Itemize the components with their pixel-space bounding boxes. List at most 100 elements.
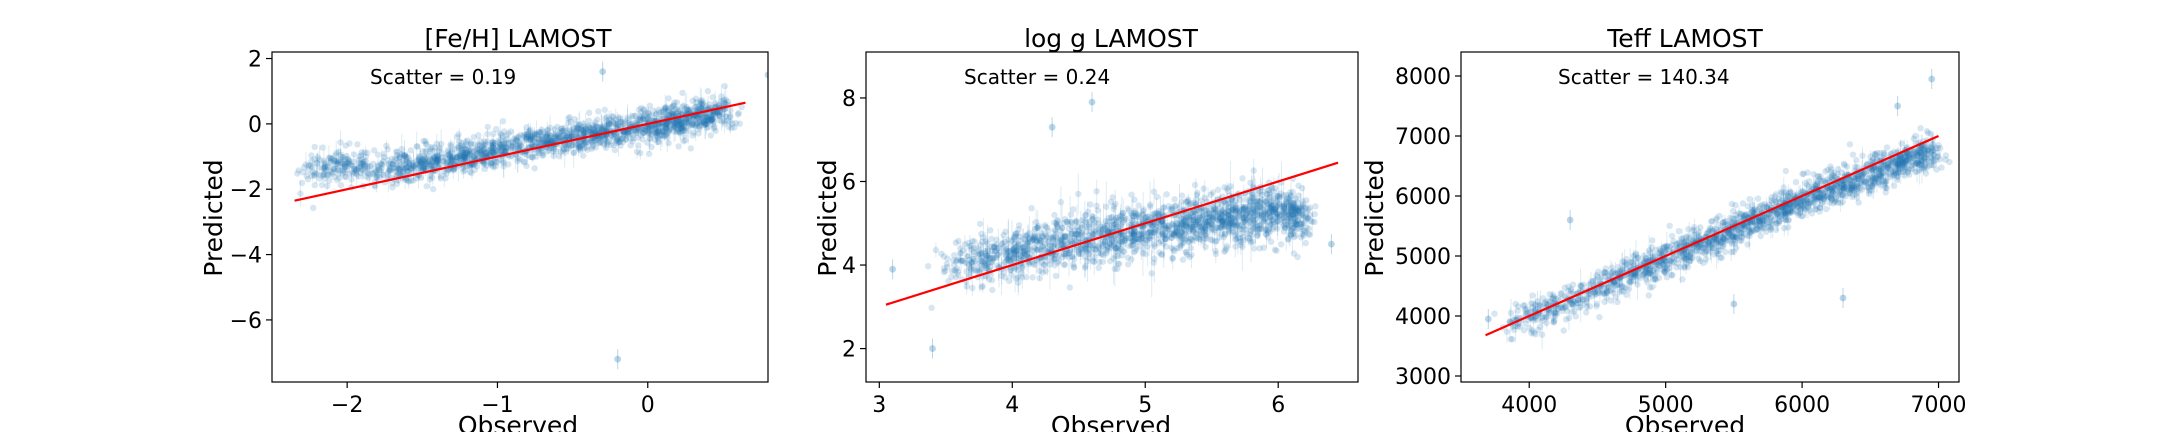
data-point <box>1123 235 1129 241</box>
data-point <box>978 255 984 261</box>
data-point <box>1030 274 1036 280</box>
data-point <box>395 159 401 165</box>
data-point <box>1141 233 1147 239</box>
data-point <box>1194 192 1200 198</box>
data-point <box>1016 222 1022 228</box>
data-point <box>571 150 577 156</box>
data-point <box>388 164 394 170</box>
data-point <box>1296 192 1302 198</box>
data-point <box>1251 245 1257 251</box>
x-tick-label: 4 <box>1005 393 1019 418</box>
data-point <box>925 263 931 269</box>
data-point <box>1300 210 1306 216</box>
data-point <box>1245 207 1251 213</box>
scatter-annotation: Scatter = 0.24 <box>964 65 1110 89</box>
data-point <box>310 205 316 211</box>
data-point <box>1164 191 1170 197</box>
data-point <box>641 107 647 113</box>
data-point <box>455 131 461 137</box>
data-point <box>1113 253 1119 259</box>
data-point <box>442 175 448 181</box>
data-point <box>1028 205 1034 211</box>
data-point <box>1176 245 1182 251</box>
data-point <box>1037 268 1043 274</box>
data-point <box>1171 196 1177 202</box>
x-tick-label: −1 <box>481 393 513 418</box>
data-point <box>953 274 959 280</box>
y-tick-label: −6 <box>230 309 262 334</box>
data-point <box>421 159 427 165</box>
data-point <box>1190 228 1196 234</box>
data-point <box>1037 237 1043 243</box>
data-point <box>1212 229 1218 235</box>
data-point <box>484 138 490 144</box>
data-point <box>1136 202 1142 208</box>
data-point <box>560 148 566 154</box>
data-point <box>1177 231 1183 237</box>
data-point <box>442 154 448 160</box>
data-point <box>602 107 608 113</box>
data-point <box>1063 251 1069 257</box>
data-point <box>1793 179 1799 185</box>
panel-title: Teff LAMOST <box>1606 24 1763 53</box>
data-point <box>609 113 615 119</box>
data-point <box>594 116 600 122</box>
data-point <box>665 95 671 101</box>
data-point <box>1067 284 1073 290</box>
data-point <box>1303 225 1309 231</box>
data-point <box>1213 238 1219 244</box>
data-point <box>650 107 656 113</box>
data-point <box>586 110 592 116</box>
data-point <box>1168 245 1174 251</box>
x-tick-label: −2 <box>331 393 363 418</box>
data-point <box>949 268 955 274</box>
data-point <box>604 113 610 119</box>
data-point <box>342 156 348 162</box>
data-point <box>989 287 995 293</box>
data-point <box>1260 219 1266 225</box>
data-point <box>1239 175 1245 181</box>
data-point <box>941 269 947 275</box>
data-point <box>1208 192 1214 198</box>
y-tick-label: 6 <box>842 170 856 195</box>
data-point <box>312 144 318 150</box>
data-point <box>1053 273 1059 279</box>
y-axis-label: Predicted <box>199 159 228 276</box>
data-point <box>1066 226 1072 232</box>
data-point <box>1041 247 1047 253</box>
data-point <box>1108 215 1114 221</box>
data-point <box>1294 254 1300 260</box>
data-point <box>1293 205 1299 211</box>
data-point <box>944 261 950 267</box>
data-point <box>632 113 638 119</box>
data-point <box>1225 216 1231 222</box>
data-point <box>1250 238 1256 244</box>
data-point <box>1293 221 1299 227</box>
data-point <box>1513 301 1519 307</box>
data-point <box>1265 234 1271 240</box>
data-point <box>989 248 995 254</box>
data-point <box>1180 257 1186 263</box>
data-point <box>1147 204 1153 210</box>
data-point <box>1278 241 1284 247</box>
data-point <box>1201 186 1207 192</box>
data-point <box>641 126 647 132</box>
data-point <box>1202 207 1208 213</box>
data-point <box>361 159 367 165</box>
data-point <box>1307 204 1313 210</box>
data-point <box>371 147 377 153</box>
data-point <box>1147 235 1153 241</box>
x-axis-label: Observed <box>1051 411 1171 432</box>
data-point <box>1037 275 1043 281</box>
data-point <box>1264 198 1270 204</box>
data-point <box>1286 202 1292 208</box>
data-point <box>410 162 416 168</box>
data-point <box>1075 250 1081 256</box>
data-point <box>557 133 563 139</box>
data-point <box>1273 248 1279 254</box>
data-point <box>583 144 589 150</box>
data-point <box>1084 248 1090 254</box>
panel-title: log g LAMOST <box>1024 24 1199 53</box>
data-point <box>731 124 737 130</box>
data-point <box>458 155 464 161</box>
